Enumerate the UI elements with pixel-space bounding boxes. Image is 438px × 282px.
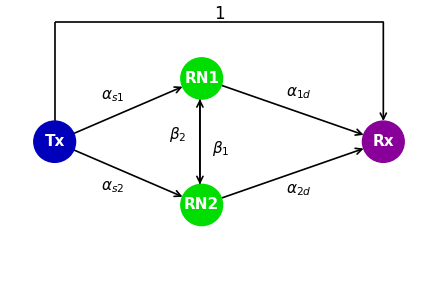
Ellipse shape bbox=[34, 121, 75, 162]
Text: $\beta_{1}$: $\beta_{1}$ bbox=[212, 139, 230, 158]
FancyArrowPatch shape bbox=[197, 101, 203, 184]
Text: RN2: RN2 bbox=[184, 197, 219, 212]
Text: RN1: RN1 bbox=[184, 71, 219, 86]
FancyArrowPatch shape bbox=[221, 85, 362, 135]
Text: 1: 1 bbox=[214, 5, 224, 23]
Text: $\alpha_{s1}$: $\alpha_{s1}$ bbox=[101, 89, 125, 104]
FancyArrowPatch shape bbox=[380, 22, 386, 119]
Text: Rx: Rx bbox=[372, 134, 394, 149]
Ellipse shape bbox=[181, 58, 223, 99]
Text: $\alpha_{1d}$: $\alpha_{1d}$ bbox=[286, 86, 312, 102]
Ellipse shape bbox=[181, 184, 223, 226]
FancyArrowPatch shape bbox=[197, 99, 203, 182]
Ellipse shape bbox=[363, 121, 404, 162]
FancyArrowPatch shape bbox=[74, 150, 181, 196]
FancyArrowPatch shape bbox=[74, 87, 181, 133]
Text: $\alpha_{2d}$: $\alpha_{2d}$ bbox=[286, 182, 312, 198]
FancyArrowPatch shape bbox=[221, 148, 362, 198]
Text: $\alpha_{s2}$: $\alpha_{s2}$ bbox=[102, 179, 125, 195]
Text: Tx: Tx bbox=[45, 134, 65, 149]
Text: $\beta_{2}$: $\beta_{2}$ bbox=[169, 125, 187, 144]
